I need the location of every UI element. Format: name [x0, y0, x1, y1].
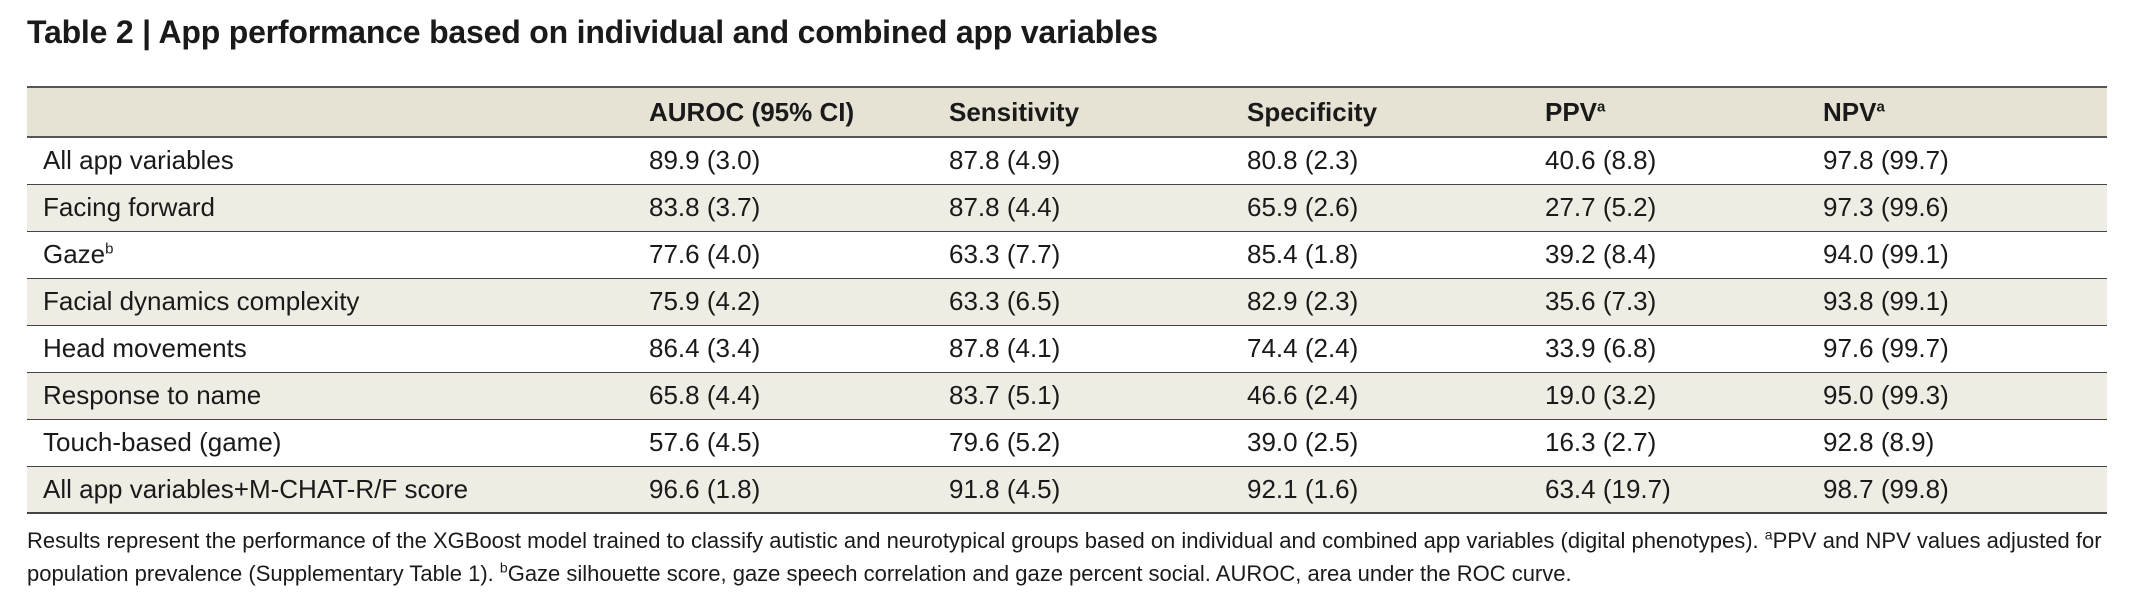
column-header-label: AUROC (95% CI): [649, 96, 855, 127]
table-cell: 89.9 (3.0): [639, 137, 939, 185]
table-cell: 97.3 (99.6): [1813, 184, 2107, 232]
footnote-text-1: Results represent the performance of the…: [27, 528, 1765, 553]
column-header-label: NPV: [1823, 96, 1877, 127]
table-cell: 33.9 (6.8): [1535, 325, 1813, 373]
table-cell: 87.8 (4.9): [939, 137, 1237, 185]
column-header: Sensitivity: [939, 86, 1237, 138]
table-cell: 83.7 (5.1): [939, 372, 1237, 420]
table-cell: 63.4 (19.7): [1535, 466, 1813, 514]
table-cell: 97.8 (99.7): [1813, 137, 2107, 185]
footnote-text-3: Gaze silhouette score, gaze speech corre…: [507, 561, 1572, 586]
table-cell: 86.4 (3.4): [639, 325, 939, 373]
table-cell: 39.0 (2.5): [1237, 419, 1535, 467]
table-title: Table 2 | App performance based on indiv…: [27, 14, 1158, 50]
performance-table: AUROC (95% CI) Sensitivity Specificity PPVa…: [27, 86, 2107, 514]
column-header: [27, 86, 639, 138]
table-cell: 93.8 (99.1): [1813, 278, 2107, 326]
row-label-cell: Facial dynamics complexity: [27, 278, 639, 326]
table-cell: 85.4 (1.8): [1237, 231, 1535, 279]
row-label: Facing forward: [43, 192, 215, 222]
table-cell: 94.0 (99.1): [1813, 231, 2107, 279]
row-label: Response to name: [43, 380, 262, 410]
table-cell: 46.6 (2.4): [1237, 372, 1535, 420]
table-cell: 87.8 (4.4): [939, 184, 1237, 232]
column-header-label: PPV: [1545, 96, 1598, 127]
table-cell: 40.6 (8.8): [1535, 137, 1813, 185]
table-cell: 92.8 (8.9): [1813, 419, 2107, 467]
row-label: Facial dynamics complexity: [43, 286, 360, 316]
table-cell: 77.6 (4.0): [639, 231, 939, 279]
table-cell: 74.4 (2.4): [1237, 325, 1535, 373]
table-row: All app variables 89.9 (3.0) 87.8 (4.9) 80.…: [27, 137, 2107, 185]
row-label-cell: Head movements: [27, 325, 639, 373]
table-cell: 35.6 (7.3): [1535, 278, 1813, 326]
table-cell: 82.9 (2.3): [1237, 278, 1535, 326]
table-cell: 63.3 (7.7): [939, 231, 1237, 279]
table-cell: 96.6 (1.8): [639, 466, 939, 514]
table-row: Gazeb 77.6 (4.0) 63.3 (7.7) 85.4 (1.8) 39.2 …: [27, 231, 2107, 279]
table-cell: 79.6 (5.2): [939, 419, 1237, 467]
column-header: Specificity: [1237, 86, 1535, 138]
footnote-marker-a: a: [1764, 526, 1773, 543]
column-header-footnote-marker: a: [1597, 97, 1606, 115]
table-row: Facing forward 83.8 (3.7) 87.8 (4.4) 65.9 (…: [27, 184, 2107, 232]
table-cell: 63.3 (6.5): [939, 278, 1237, 326]
table-row: Head movements 86.4 (3.4) 87.8 (4.1) 74.4 (…: [27, 325, 2107, 373]
table-cell: 95.0 (99.3): [1813, 372, 2107, 420]
column-header-label: Sensitivity: [949, 96, 1080, 127]
table-cell: 16.3 (2.7): [1535, 419, 1813, 467]
table-cell: 83.8 (3.7): [639, 184, 939, 232]
row-label-cell: Response to name: [27, 372, 639, 420]
table-cell: 87.8 (4.1): [939, 325, 1237, 373]
row-label: All app variables: [43, 145, 234, 176]
table-cell: 75.9 (4.2): [639, 278, 939, 326]
table-body: All app variables 89.9 (3.0) 87.8 (4.9) 80.…: [27, 137, 2107, 514]
table-cell: 65.8 (4.4): [639, 372, 939, 420]
table-row: All app variables+M-CHAT-R/F score 96.6 (…: [27, 466, 2107, 514]
column-header: AUROC (95% CI): [639, 86, 939, 138]
table-header-row: AUROC (95% CI) Sensitivity Specificity PPVa…: [27, 86, 2107, 138]
table-cell: 39.2 (8.4): [1535, 231, 1813, 279]
table-cell: 91.8 (4.5): [939, 466, 1237, 514]
table-container: AUROC (95% CI) Sensitivity Specificity PPVa…: [27, 86, 2107, 514]
row-label: Gaze: [43, 239, 106, 269]
table-cell: 98.7 (99.8): [1813, 466, 2107, 514]
row-label-cell: All app variables+M-CHAT-R/F score: [27, 466, 639, 514]
column-header: PPVa: [1535, 86, 1813, 138]
table-row: Response to name 65.8 (4.4) 83.7 (5.1) 46.6…: [27, 372, 2107, 420]
row-label-cell: Touch-based (game): [27, 419, 639, 467]
footnote-marker-b: b: [499, 559, 508, 576]
table-cell: 57.6 (4.5): [639, 419, 939, 467]
row-label-footnote-marker: b: [105, 240, 114, 258]
row-label-cell: Gazeb: [27, 231, 639, 279]
table-cell: 27.7 (5.2): [1535, 184, 1813, 232]
table-cell: 19.0 (3.2): [1535, 372, 1813, 420]
row-label: Touch-based (game): [43, 427, 282, 457]
table-cell: 97.6 (99.7): [1813, 325, 2107, 373]
table-row: Touch-based (game) 57.6 (4.5) 79.6 (5.2) 39…: [27, 419, 2107, 467]
table-row: Facial dynamics complexity 75.9 (4.2) 63.3…: [27, 278, 2107, 326]
footnote-text-2: PPV and NPV values adjusted for populati…: [27, 528, 2102, 586]
table-footnote: Results represent the performance of the…: [27, 524, 2117, 590]
row-label: Head movements: [43, 333, 247, 363]
table-cell: 65.9 (2.6): [1237, 184, 1535, 232]
row-label-cell: Facing forward: [27, 184, 639, 232]
table-cell: 92.1 (1.6): [1237, 466, 1535, 514]
row-label-cell: All app variables: [27, 137, 639, 185]
column-header-footnote-marker: a: [1876, 97, 1885, 115]
table-cell: 80.8 (2.3): [1237, 137, 1535, 185]
column-header: NPVa: [1813, 86, 2107, 138]
column-header-label: Specificity: [1247, 96, 1378, 127]
row-label: All app variables+M-CHAT-R/F score: [43, 473, 469, 504]
